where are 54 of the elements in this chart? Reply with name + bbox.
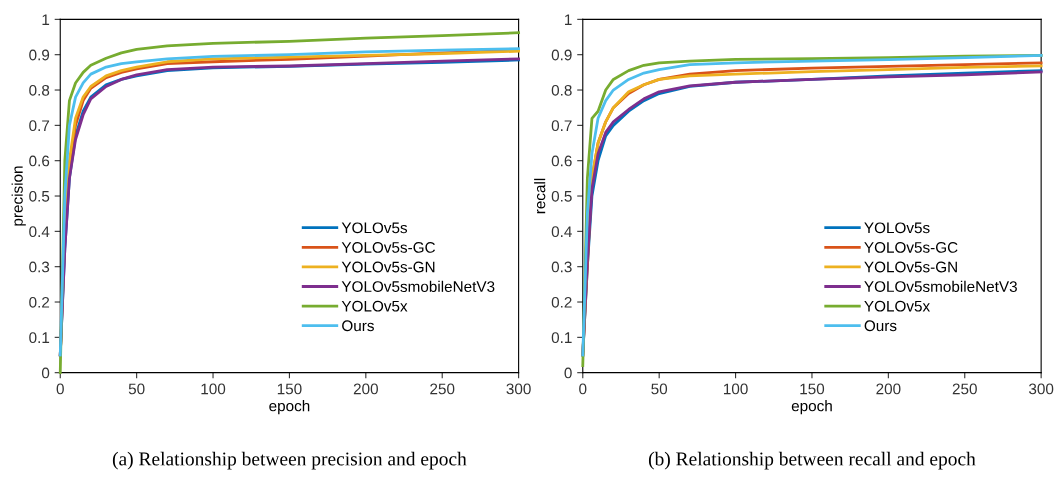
x-tick-label: 200 bbox=[353, 383, 378, 395]
x-tick-label: 50 bbox=[651, 383, 668, 395]
y-tick-label: 0.8 bbox=[29, 84, 50, 96]
x-tick-label: 300 bbox=[506, 383, 531, 395]
y-tick-label: 0.6 bbox=[29, 155, 50, 167]
x-tick-label: 250 bbox=[430, 383, 455, 395]
text: (a) Relationship between precision and epoch bbox=[112, 451, 467, 470]
y-axis-title: precision bbox=[11, 166, 26, 226]
x-tick-label: 0 bbox=[579, 383, 587, 395]
x-axis-title: epoch bbox=[791, 400, 832, 415]
legend-label: YOLOv5s-GN bbox=[341, 261, 435, 273]
y-tick-label: 0.9 bbox=[29, 49, 50, 61]
y-tick-label: 0 bbox=[564, 367, 572, 379]
y-tick-label: 0.9 bbox=[551, 49, 572, 61]
x-tick-label: 150 bbox=[277, 383, 302, 395]
y-tick-label: 0 bbox=[41, 367, 50, 379]
y-tick-label: 0.1 bbox=[29, 332, 50, 344]
y-tick-label: 0.2 bbox=[29, 296, 50, 308]
legend-label: YOLOv5smobileNetV3 bbox=[864, 280, 1017, 292]
x-tick-label: 250 bbox=[952, 383, 977, 395]
y-tick-label: 0.4 bbox=[29, 226, 50, 238]
y-tick-label: 0.1 bbox=[551, 332, 572, 344]
legend-label: YOLOv5s bbox=[341, 222, 408, 234]
legend-label: YOLOv5smobileNetV3 bbox=[341, 280, 495, 292]
x-tick-label: 50 bbox=[128, 383, 145, 395]
x-tick-label: 300 bbox=[1028, 383, 1054, 395]
y-tick-label: 0.6 bbox=[551, 155, 572, 167]
legend-label: Ours bbox=[342, 320, 374, 332]
y-tick-label: 0.5 bbox=[551, 190, 572, 202]
y-tick-label: 0.3 bbox=[551, 261, 572, 273]
legend-label: YOLOv5s-GC bbox=[864, 242, 958, 253]
legend-label: YOLOv5s bbox=[864, 222, 930, 234]
x-tick-label: 0 bbox=[56, 383, 64, 395]
y-tick-label: 0.3 bbox=[29, 261, 50, 273]
y-tick-label: 0.5 bbox=[29, 190, 50, 202]
x-axis-title: epoch bbox=[269, 400, 310, 415]
legend-label: YOLOv5x bbox=[864, 300, 930, 312]
y-tick-label: 1 bbox=[42, 14, 50, 25]
y-axis-title: recall bbox=[534, 178, 546, 214]
y-tick-label: 0.7 bbox=[29, 120, 50, 132]
x-tick-label: 150 bbox=[800, 383, 825, 395]
y-tick-label: 0.4 bbox=[551, 226, 572, 238]
x-tick-label: 200 bbox=[876, 383, 901, 395]
y-tick-label: 0.8 bbox=[551, 84, 572, 96]
y-tick-label: 0.7 bbox=[551, 120, 572, 132]
y-tick-label: 0.2 bbox=[551, 296, 572, 308]
x-tick-label: 100 bbox=[201, 383, 226, 395]
legend-label: Ours bbox=[864, 320, 897, 332]
x-tick-label: 100 bbox=[723, 383, 748, 395]
y-tick-label: 1 bbox=[565, 14, 572, 25]
legend-label: YOLOv5x bbox=[341, 300, 408, 312]
legend-label: YOLOv5s-GN bbox=[864, 261, 957, 273]
text: (b) Relationship between recall and epoch bbox=[648, 451, 976, 470]
legend-label: YOLOv5s-GC bbox=[341, 242, 436, 253]
